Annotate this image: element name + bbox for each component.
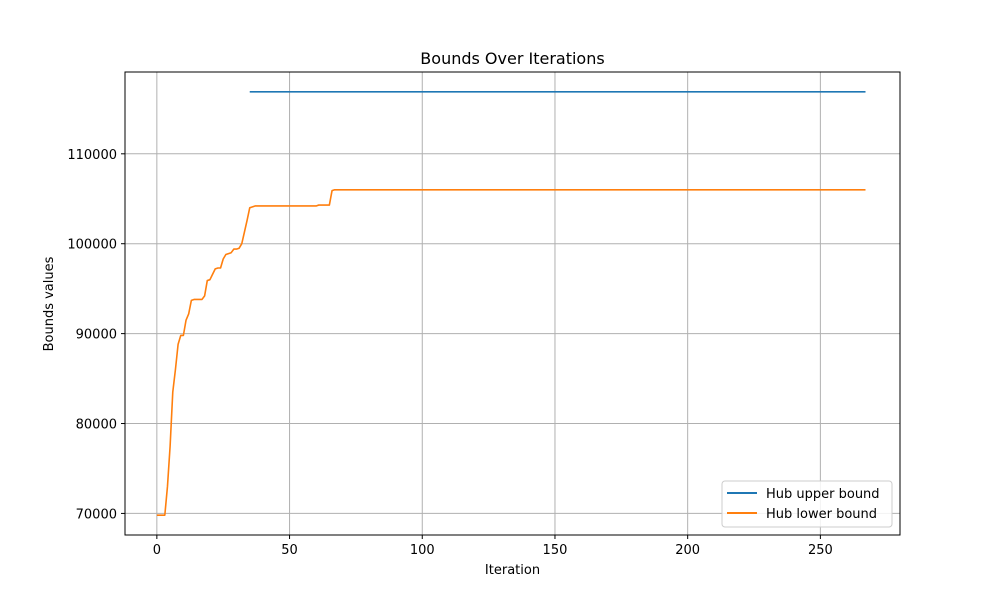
legend-label-hub-upper-bound: Hub upper bound bbox=[766, 487, 880, 502]
y-tick-label: 110000 bbox=[67, 148, 117, 163]
y-tick-label: 80000 bbox=[76, 418, 117, 433]
x-tick-label: 100 bbox=[410, 543, 435, 558]
x-axis-label: Iteration bbox=[485, 563, 540, 578]
x-tick-label: 250 bbox=[808, 543, 833, 558]
legend-box bbox=[721, 480, 893, 528]
y-tick-label: 100000 bbox=[67, 238, 117, 253]
y-tick-label: 90000 bbox=[76, 328, 117, 343]
chart-title: Bounds Over Iterations bbox=[420, 49, 604, 68]
axes-frame bbox=[124, 71, 901, 536]
ticks: 0 50 100 150 200 250 70000 80000 90000 100000 1100… bbox=[67, 148, 832, 558]
series-line-hub-lower-bound bbox=[156, 188, 866, 517]
legend: Hub upper bound Hub lower bound bbox=[721, 480, 893, 528]
x-tick-label: 50 bbox=[281, 543, 298, 558]
x-tick-label: 200 bbox=[675, 543, 700, 558]
legend-label-hub-lower-bound: Hub lower bound bbox=[766, 507, 877, 522]
x-tick-label: 150 bbox=[543, 543, 568, 558]
y-axis-label: Bounds values bbox=[42, 256, 57, 351]
plot-area bbox=[156, 90, 866, 517]
y-tick-label: 70000 bbox=[76, 507, 117, 522]
x-tick-label: 0 bbox=[153, 543, 161, 558]
